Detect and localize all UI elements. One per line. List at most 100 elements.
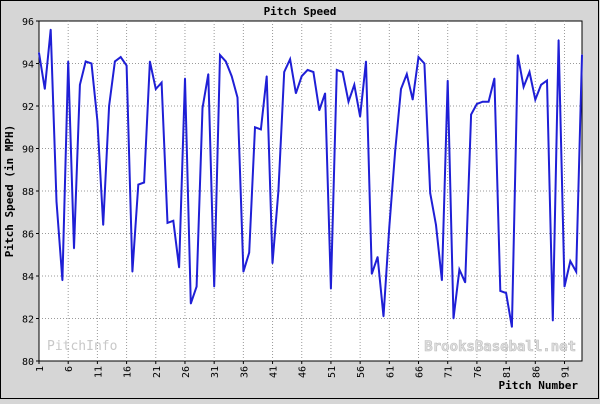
x-tick-label: 46 bbox=[298, 366, 309, 378]
data-point bbox=[119, 56, 122, 58]
x-tick-label: 16 bbox=[123, 366, 134, 378]
data-point bbox=[499, 290, 502, 292]
data-point bbox=[517, 54, 519, 56]
x-tick-label: 21 bbox=[152, 366, 163, 378]
brooksbaseball-watermark: BrooksBaseball.net bbox=[424, 339, 576, 355]
data-point bbox=[184, 77, 186, 80]
data-point bbox=[265, 75, 268, 77]
data-point bbox=[487, 100, 490, 103]
data-point bbox=[540, 84, 542, 86]
data-point bbox=[242, 270, 245, 273]
data-point bbox=[522, 86, 525, 88]
data-point bbox=[423, 62, 426, 65]
data-point bbox=[336, 69, 338, 71]
data-point bbox=[441, 279, 443, 282]
data-point bbox=[330, 287, 332, 290]
x-tick-label: 91 bbox=[560, 366, 571, 378]
data-point bbox=[67, 60, 69, 63]
data-point bbox=[137, 183, 140, 186]
data-point bbox=[376, 256, 379, 258]
data-point bbox=[312, 71, 315, 73]
data-point bbox=[225, 60, 227, 63]
x-tick-label: 11 bbox=[93, 366, 104, 378]
data-point bbox=[476, 103, 478, 105]
data-point bbox=[406, 73, 408, 75]
data-point bbox=[143, 181, 145, 184]
data-point bbox=[324, 92, 326, 95]
x-tick-label: 36 bbox=[239, 366, 250, 378]
data-point bbox=[213, 285, 215, 288]
data-point bbox=[125, 64, 128, 67]
data-point bbox=[254, 126, 256, 129]
data-point bbox=[411, 98, 414, 101]
data-point bbox=[557, 39, 560, 41]
data-point bbox=[108, 105, 110, 107]
data-point bbox=[295, 92, 297, 95]
data-point bbox=[371, 273, 373, 275]
data-point bbox=[44, 88, 46, 90]
y-tick-label: 90 bbox=[22, 145, 34, 156]
data-point bbox=[84, 60, 87, 63]
data-point bbox=[563, 285, 566, 288]
data-point bbox=[470, 113, 472, 116]
data-point bbox=[149, 60, 151, 63]
y-tick-label: 96 bbox=[22, 17, 34, 28]
y-tick-label: 80 bbox=[22, 357, 34, 368]
x-tick-label: 51 bbox=[327, 366, 338, 378]
data-point bbox=[55, 200, 58, 203]
data-point bbox=[318, 109, 321, 112]
data-point bbox=[90, 62, 93, 65]
data-point bbox=[417, 56, 420, 58]
data-point bbox=[73, 247, 75, 250]
x-axis-label: Pitch Number bbox=[499, 379, 579, 392]
data-point bbox=[347, 100, 350, 103]
data-point bbox=[569, 260, 572, 262]
data-point bbox=[49, 28, 52, 31]
data-point bbox=[452, 317, 455, 320]
y-tick-label: 86 bbox=[22, 230, 34, 241]
x-tick-label: 31 bbox=[210, 366, 221, 378]
data-point bbox=[546, 79, 548, 82]
data-point bbox=[248, 251, 250, 254]
pitchinfo-watermark: PitchInfo bbox=[47, 339, 117, 354]
data-point bbox=[534, 98, 537, 101]
data-point bbox=[96, 120, 99, 122]
data-point bbox=[505, 292, 507, 294]
series-line bbox=[38, 29, 583, 328]
series-layer bbox=[38, 28, 583, 328]
x-tick-label: 41 bbox=[269, 366, 280, 378]
y-tick-label: 94 bbox=[22, 60, 34, 71]
data-point bbox=[271, 262, 274, 265]
data-point bbox=[155, 88, 157, 90]
data-point bbox=[172, 220, 175, 222]
data-point bbox=[178, 266, 180, 269]
data-point bbox=[61, 279, 64, 282]
data-point bbox=[394, 149, 397, 152]
y-tick-label: 88 bbox=[22, 187, 34, 198]
data-point bbox=[102, 224, 104, 226]
data-point bbox=[552, 319, 554, 322]
data-point bbox=[481, 100, 484, 103]
y-tick-label: 92 bbox=[22, 102, 34, 113]
y-axis-label: Pitch Speed (in MPH) bbox=[3, 125, 16, 257]
data-point bbox=[79, 84, 81, 86]
data-point bbox=[38, 52, 40, 54]
data-point bbox=[382, 315, 385, 318]
data-point bbox=[464, 281, 467, 284]
data-point bbox=[575, 270, 577, 273]
data-point bbox=[219, 54, 221, 56]
data-point bbox=[230, 75, 233, 77]
x-tick-label: 71 bbox=[444, 366, 455, 378]
x-tick-label: 86 bbox=[531, 366, 542, 378]
x-tick-label: 6 bbox=[64, 366, 75, 372]
data-point bbox=[341, 71, 344, 73]
data-point bbox=[458, 268, 461, 271]
y-tick-label: 84 bbox=[22, 272, 34, 283]
data-point bbox=[493, 77, 496, 80]
x-tick-label: 61 bbox=[385, 366, 396, 378]
x-tick-label: 1 bbox=[35, 366, 46, 372]
data-point bbox=[195, 285, 198, 288]
data-point bbox=[207, 73, 210, 75]
